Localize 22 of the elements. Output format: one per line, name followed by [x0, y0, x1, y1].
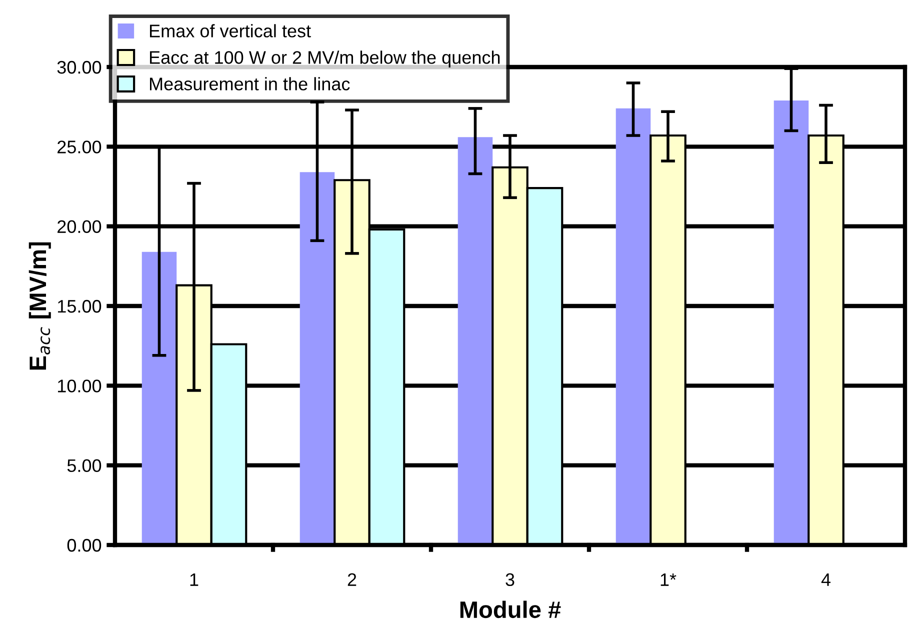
y-tick-label: 30.00 — [57, 60, 102, 74]
y-axis-title: E$_{acc}$ [MV/m] — [28, 242, 51, 370]
y-tick-label: 0.00 — [67, 538, 102, 552]
y-tick-label: 10.00 — [58, 380, 102, 392]
x-tick-label: 2 — [348, 573, 356, 586]
y-tick-label: 15.00 — [58, 300, 102, 313]
x-tick-label: 4 — [821, 573, 830, 586]
x-axis-title: Module # — [460, 600, 561, 618]
y-tick-label: 20.00 — [58, 220, 102, 234]
y-tick-label: 5.00 — [67, 459, 102, 472]
y-tick-label: 25.00 — [58, 140, 102, 154]
x-tick-label: 3 — [506, 573, 514, 586]
bar — [142, 252, 177, 545]
bar — [300, 172, 335, 545]
x-tick-label: 1 — [190, 573, 198, 586]
x-tick-label: 1* — [660, 573, 676, 586]
bar — [616, 108, 651, 545]
legend-label: Eacc at 100 W or 2 MV/m below the quench — [150, 50, 500, 68]
bar — [774, 100, 809, 545]
bar — [458, 137, 493, 545]
legend-label: Emax of vertical test — [150, 24, 311, 38]
legend-label: Measurement in the linac — [150, 77, 350, 90]
